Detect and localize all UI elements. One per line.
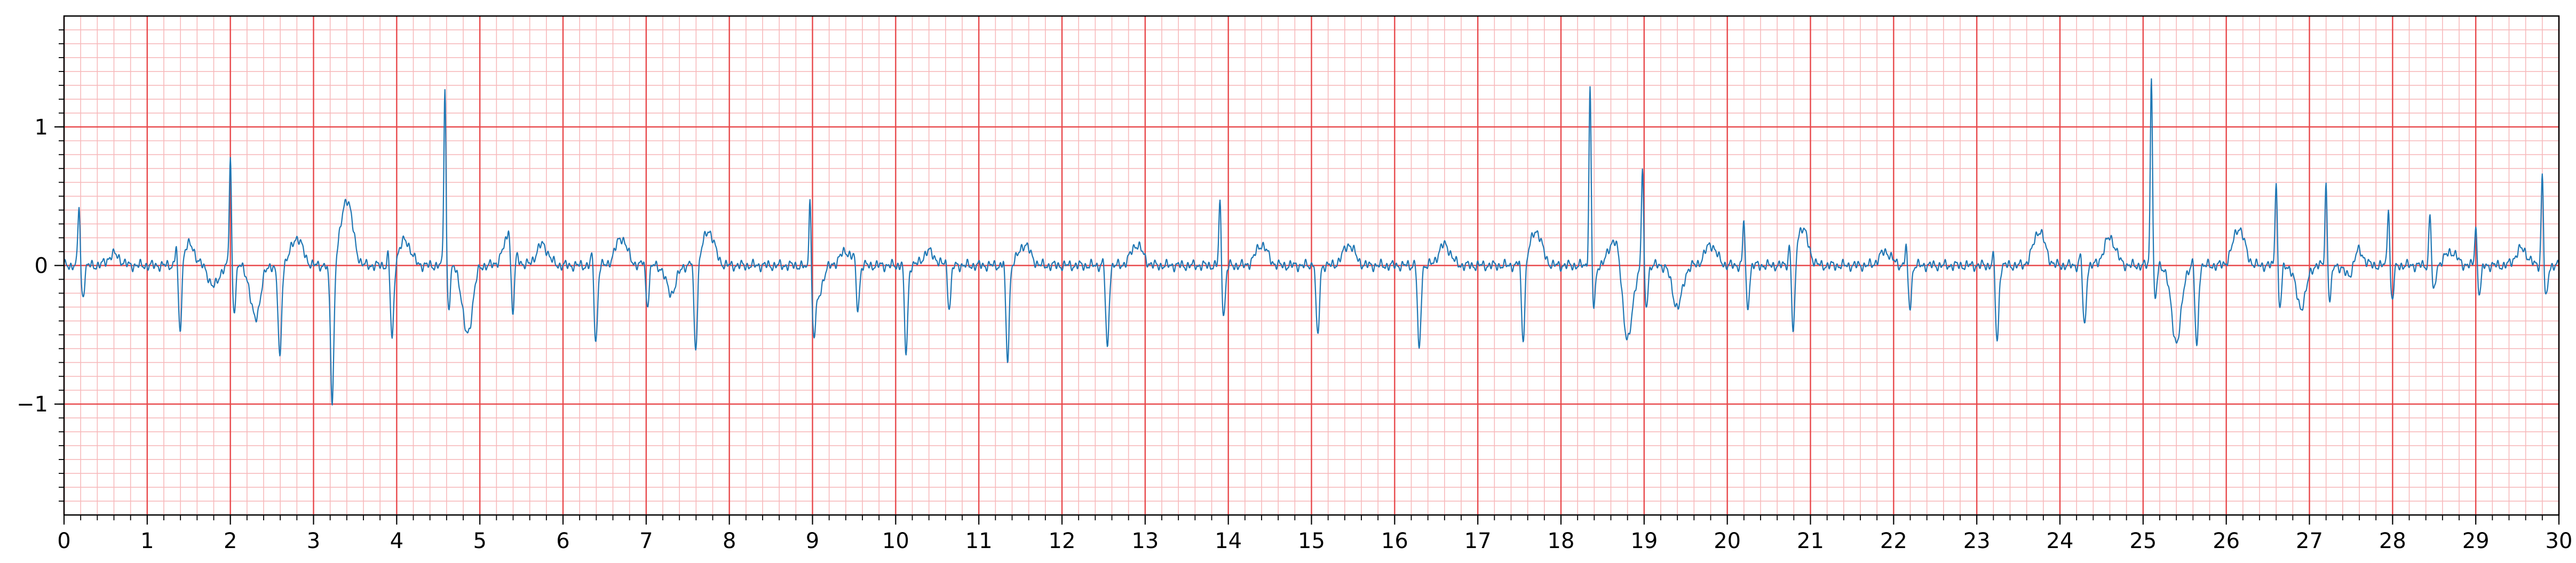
x-tick-label: 24 <box>2047 529 2074 553</box>
x-tick-label: 1 <box>140 529 154 553</box>
x-tick-label: 2 <box>224 529 237 553</box>
x-tick-label: 29 <box>2462 529 2490 553</box>
x-tick-label: 19 <box>1630 529 1658 553</box>
y-tick-label: −1 <box>17 392 48 417</box>
x-tick-label: 23 <box>1963 529 1991 553</box>
x-tick-label: 8 <box>723 529 736 553</box>
x-tick-label: 27 <box>2296 529 2323 553</box>
x-tick-label: 20 <box>1714 529 1741 553</box>
y-tick-label: 0 <box>35 254 48 279</box>
x-tick-label: 7 <box>639 529 653 553</box>
x-tick-label: 12 <box>1049 529 1076 553</box>
x-tick-label: 13 <box>1131 529 1159 553</box>
x-tick-label: 21 <box>1797 529 1824 553</box>
x-tick-label: 0 <box>57 529 70 553</box>
x-tick-label: 5 <box>473 529 486 553</box>
x-tick-label: 18 <box>1548 529 1575 553</box>
x-axis-ticks: 0 1 2 3 4 5 6 7 8 9 10 11 12 13 14 15 16 17 18 19 20 21 22 23 24… <box>57 515 2572 553</box>
x-tick-label: 26 <box>2213 529 2240 553</box>
x-tick-label: 17 <box>1464 529 1492 553</box>
y-axis-ticks: −1 0 1 <box>17 29 64 502</box>
x-tick-label: 16 <box>1381 529 1408 553</box>
x-tick-label: 4 <box>390 529 403 553</box>
x-tick-label: 3 <box>307 529 320 553</box>
x-tick-label: 25 <box>2129 529 2157 553</box>
x-tick-label: 30 <box>2546 529 2573 553</box>
x-tick-label: 6 <box>556 529 569 553</box>
x-tick-label: 11 <box>965 529 993 553</box>
x-tick-label: 9 <box>806 529 819 553</box>
x-tick-label: 14 <box>1215 529 1242 553</box>
x-tick-label: 10 <box>882 529 909 553</box>
y-tick-label: 1 <box>35 115 48 140</box>
ecg-signal-line <box>63 78 2560 406</box>
x-tick-label: 22 <box>1880 529 1907 553</box>
x-tick-label: 15 <box>1298 529 1325 553</box>
x-tick-label: 28 <box>2379 529 2406 553</box>
